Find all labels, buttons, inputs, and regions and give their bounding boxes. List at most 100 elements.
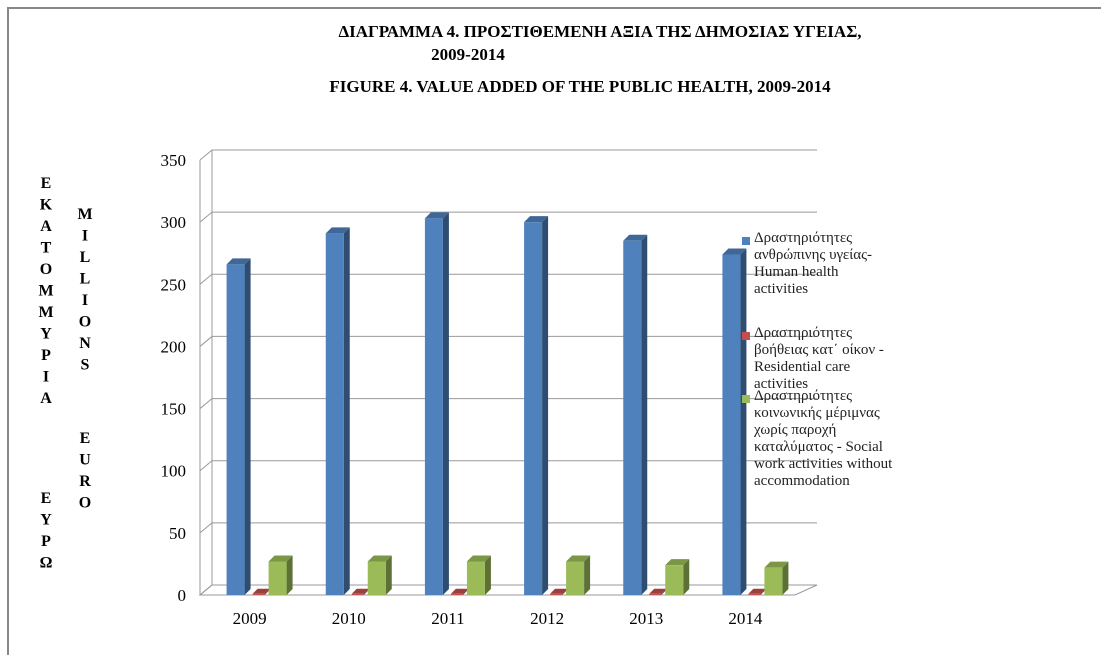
bar-side (462, 588, 468, 595)
bar-side (442, 212, 449, 595)
letter: Ο (40, 261, 52, 278)
grid-line (199, 335, 817, 347)
bar-top (566, 555, 591, 562)
letter: Α (40, 218, 52, 235)
y-tick-label: 100 (161, 462, 187, 481)
bar-side (363, 588, 369, 595)
x-tick-label: 2010 (332, 609, 366, 628)
y-tick-label: 250 (161, 275, 187, 294)
letter: E (80, 430, 91, 447)
letter: Μ (38, 304, 53, 321)
bar-top (424, 212, 449, 219)
grid-line (199, 398, 817, 409)
bar (566, 555, 591, 595)
y-tick-label: 150 (161, 400, 187, 419)
bar (325, 227, 350, 596)
bar-front (665, 565, 684, 595)
bar-side (286, 555, 293, 595)
x-tick-label: 2014 (728, 609, 763, 628)
title-years: 2009-2014 (431, 45, 505, 64)
letter: Τ (41, 240, 52, 257)
letter: Ρ (41, 347, 51, 364)
bar (268, 555, 293, 595)
letter: Ω (40, 555, 53, 572)
y-tick-label: 350 (161, 151, 187, 170)
bar-side (264, 588, 270, 595)
bar-side (562, 588, 568, 595)
x-tick-label: 2009 (233, 609, 267, 628)
bar-front (325, 233, 344, 596)
bar-top (524, 216, 549, 223)
legend-swatch (742, 237, 750, 245)
bar-top (268, 555, 293, 562)
letter: O (79, 495, 91, 512)
x-tick-label: 2011 (431, 609, 464, 628)
bar-top (550, 588, 568, 594)
letter: N (79, 335, 91, 352)
letter: Μ (38, 283, 53, 300)
bar-front (550, 593, 563, 595)
bar-side (244, 258, 251, 595)
letter: Υ (40, 512, 52, 529)
bar-top (722, 248, 747, 255)
letter: Ι (43, 369, 49, 386)
bar-top (226, 258, 251, 265)
bar-front (252, 593, 265, 595)
bar (466, 555, 491, 595)
bar-top (623, 234, 648, 241)
bar-top (665, 559, 690, 566)
bar-top (252, 588, 270, 594)
bar-front (722, 254, 741, 595)
bar-front (367, 561, 386, 595)
bar-front (424, 218, 443, 595)
x-tick-label: 2012 (530, 609, 564, 628)
frame (7, 7, 1101, 655)
bar-side (782, 561, 789, 595)
legend-label: Δραστηριότητες ανθρώπινης υγείας- Human … (754, 230, 873, 297)
letter: I (82, 292, 88, 309)
letter: O (79, 314, 91, 331)
letter: R (79, 473, 91, 490)
x-tick-label: 2013 (629, 609, 663, 628)
bar (524, 216, 549, 595)
grid-line (199, 584, 817, 596)
bar-side (542, 216, 549, 595)
grid-line (199, 522, 817, 534)
bar-side (584, 555, 591, 595)
letter: M (77, 206, 92, 223)
bar-front (450, 593, 463, 595)
y-tick-label: 300 (161, 213, 187, 232)
letter: L (80, 249, 91, 266)
letter: Α (40, 390, 52, 407)
letter: L (80, 271, 91, 288)
letter: Ε (41, 175, 52, 192)
bar-front (466, 561, 485, 595)
grid-line (199, 460, 817, 472)
y-tick-label: 50 (169, 524, 186, 543)
bar-front (524, 222, 543, 595)
bar-front (649, 593, 662, 595)
bar (252, 588, 270, 595)
bar-side (343, 227, 350, 596)
bar-front (623, 240, 642, 596)
bar (764, 561, 789, 595)
bar (665, 559, 690, 595)
bar-top (466, 555, 491, 562)
y-tick-label: 200 (161, 337, 187, 356)
bar-top (351, 588, 369, 594)
bar (226, 258, 251, 595)
bar (351, 588, 369, 595)
bar-top (450, 588, 468, 594)
bar (424, 212, 449, 595)
letter: Υ (40, 326, 52, 343)
grid-line (199, 211, 817, 223)
grid-line (199, 273, 817, 285)
letter: U (79, 452, 91, 469)
bar-side (484, 555, 491, 595)
letter: S (81, 357, 90, 374)
bar (649, 588, 667, 595)
legend-swatch (742, 332, 750, 340)
